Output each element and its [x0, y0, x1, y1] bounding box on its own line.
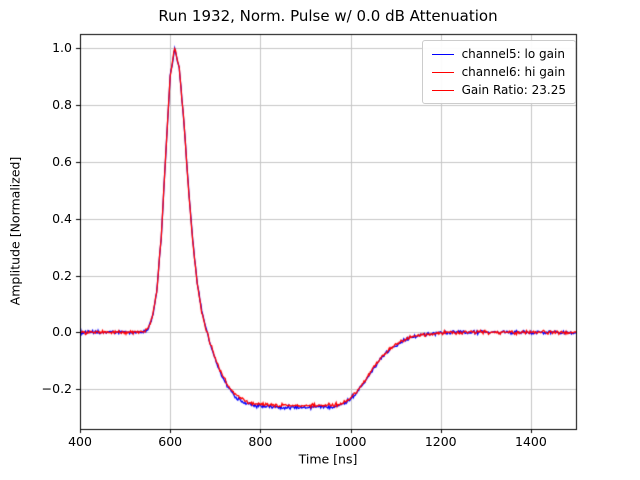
y-tick-label: 0.0	[52, 324, 72, 340]
legend-entry-label: Gain Ratio: 23.25	[461, 83, 566, 97]
y-tick-label: 0.4	[52, 210, 72, 226]
chart-title: Run 1932, Norm. Pulse w/ 0.0 dB Attenuat…	[158, 7, 498, 25]
legend-entry-label: channel5: lo gain	[461, 47, 565, 61]
legend-line-sample-icon	[431, 89, 454, 91]
legend-line-sample-icon	[431, 71, 454, 73]
y-tick-label: 1.0	[52, 39, 72, 55]
x-tick-label: 1000	[334, 434, 367, 449]
legend-entry-label: channel6: hi gain	[461, 65, 566, 79]
x-tick-label: 1400	[515, 434, 547, 449]
legend-entry: Gain Ratio: 23.25	[431, 83, 566, 97]
legend-line-sample-icon	[431, 53, 454, 55]
x-tick-label: 800	[248, 434, 273, 449]
y-tick-label: 0.8	[52, 96, 72, 112]
legend-entry: channel6: hi gain	[431, 65, 566, 79]
x-tick-label: 1200	[424, 434, 457, 449]
legend-entry: channel5: lo gain	[431, 47, 566, 61]
x-tick-label: 400	[68, 434, 92, 449]
y-tick-label: 0.2	[52, 267, 72, 283]
y-axis-label: Amplitude [Normalized]	[7, 156, 23, 306]
y-tick-label: 0.6	[52, 153, 72, 169]
y-tick-label: −0.2	[41, 380, 72, 396]
x-tick-label: 600	[158, 434, 183, 449]
legend: channel5: lo gain channel6: hi gain Gain R…	[421, 40, 576, 104]
x-axis-label: Time [ns]	[298, 451, 358, 467]
